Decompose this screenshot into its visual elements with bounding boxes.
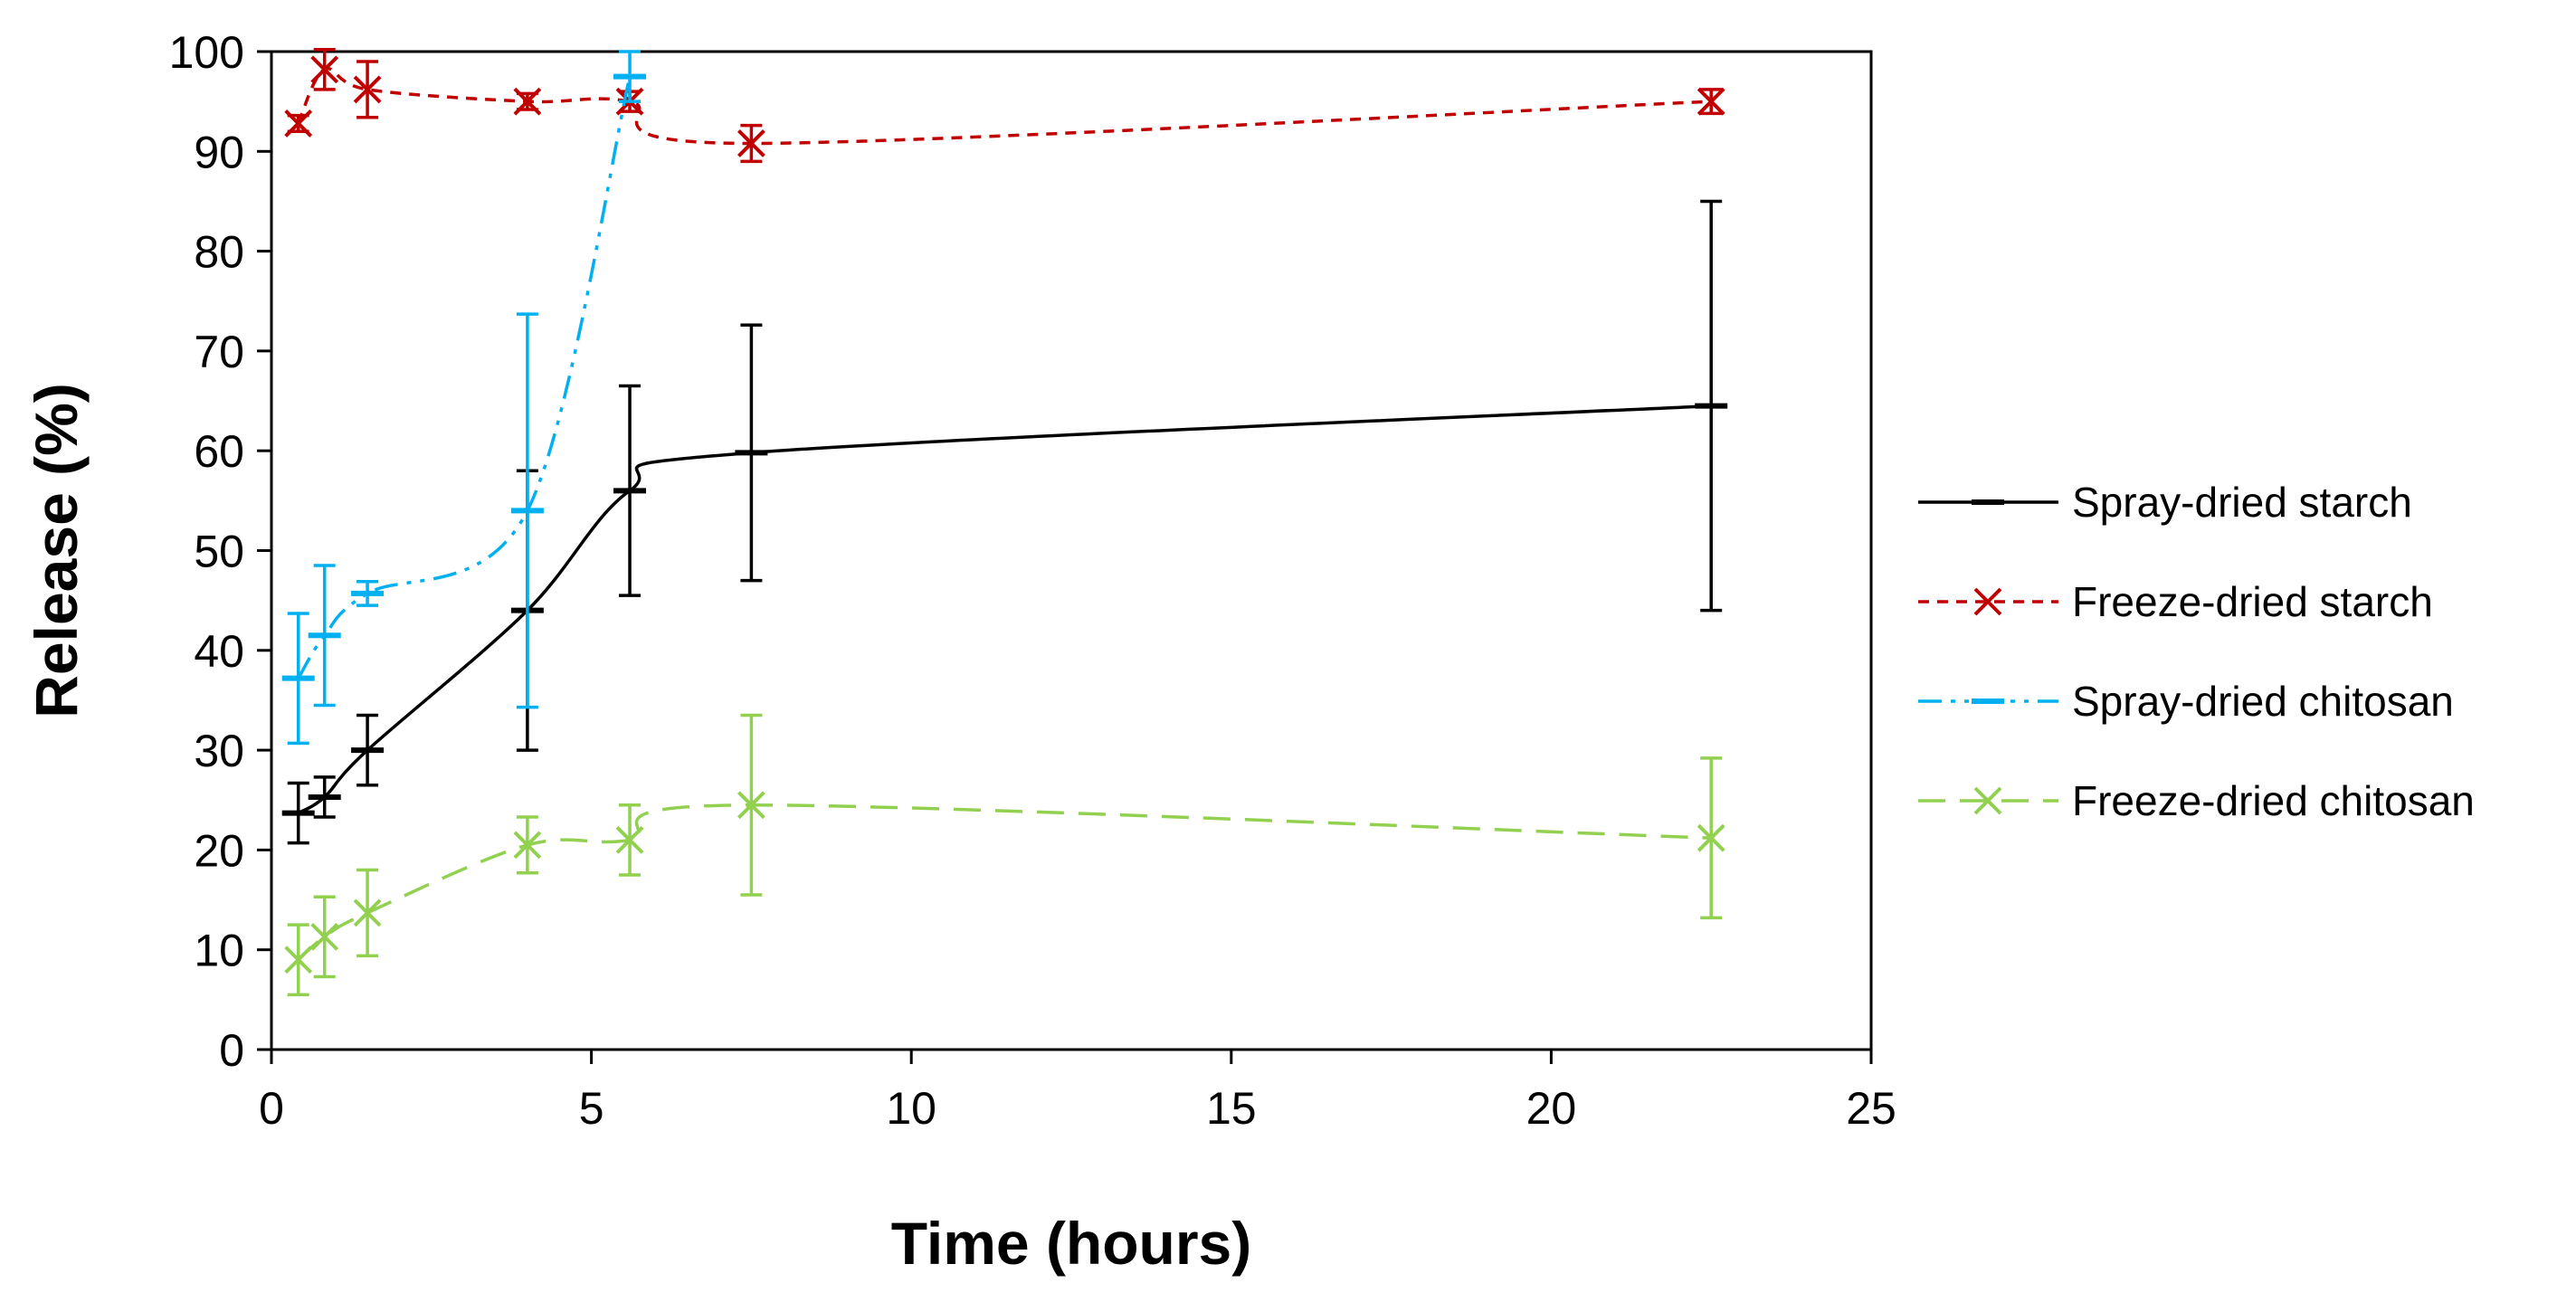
legend-swatch-marker <box>1973 786 2002 815</box>
freeze-dried-starch-line <box>297 67 1712 146</box>
legend-item-spray-dried-chitosan: Spray-dried chitosan <box>1918 678 2454 725</box>
y-tick-label: 0 <box>219 1025 244 1076</box>
y-axis-ticks: 0 10 20 30 40 50 60 70 80 90 100 <box>169 27 271 1076</box>
y-tick-label: 20 <box>194 825 244 876</box>
y-tick-label: 80 <box>194 227 244 278</box>
freeze-dried-starch-marker <box>1697 87 1725 116</box>
x-axis-ticks: 0 5 10 15 20 25 <box>259 1050 1896 1134</box>
freeze-dried-starch-marker <box>737 129 765 157</box>
x-tick-label: 20 <box>1526 1083 1577 1134</box>
freeze-dried-starch-marker <box>353 75 382 104</box>
freeze-dried-starch-marker <box>284 109 313 138</box>
legend-swatch-marker <box>1973 587 2002 616</box>
x-tick-label: 5 <box>579 1083 604 1134</box>
legend-label: Freeze-dried starch <box>2072 578 2433 625</box>
y-tick-label: 70 <box>194 327 244 377</box>
freeze-dried-chitosan-marker <box>310 922 339 951</box>
x-tick-label: 25 <box>1846 1083 1896 1134</box>
freeze-dried-starch-marker <box>513 87 542 116</box>
y-axis-title: Release (%) <box>23 383 90 718</box>
legend-item-freeze-dried-starch: Freeze-dried starch <box>1918 578 2433 625</box>
freeze-dried-starch-marker <box>310 55 339 84</box>
y-tick-label: 90 <box>194 127 244 177</box>
x-tick-label: 0 <box>259 1083 284 1134</box>
series-spray-dried-chitosan <box>281 50 647 746</box>
y-tick-label: 30 <box>194 726 244 776</box>
series-freeze-dried-chitosan <box>284 713 1725 997</box>
y-tick-label: 10 <box>194 926 244 976</box>
freeze-dried-chitosan-marker <box>513 831 542 860</box>
legend-label: Spray-dried starch <box>2072 479 2412 526</box>
freeze-dried-chitosan-marker <box>1697 823 1725 852</box>
x-axis-title: Time (hours) <box>891 1210 1251 1277</box>
legend-item-freeze-dried-chitosan: Freeze-dried chitosan <box>1918 777 2475 824</box>
y-tick-label: 40 <box>194 626 244 677</box>
y-tick-label: 100 <box>169 27 244 78</box>
y-tick-label: 60 <box>194 426 244 477</box>
legend-item-spray-dried-starch: Spray-dried starch <box>1918 479 2412 526</box>
legend-label: Spray-dried chitosan <box>2072 678 2454 725</box>
x-tick-label: 10 <box>886 1083 936 1134</box>
y-tick-label: 50 <box>194 527 244 577</box>
freeze-dried-chitosan-marker <box>284 946 313 974</box>
x-tick-label: 15 <box>1206 1083 1257 1134</box>
series-layer <box>281 48 1728 997</box>
freeze-dried-chitosan-marker <box>615 825 644 854</box>
freeze-dried-chitosan-line <box>297 803 1712 962</box>
legend-label: Freeze-dried chitosan <box>2072 777 2475 824</box>
freeze-dried-chitosan-marker <box>353 898 382 927</box>
freeze-dried-chitosan-marker <box>737 791 765 820</box>
legend: Spray-dried starch Freeze-dried starch Spr… <box>1918 479 2475 824</box>
